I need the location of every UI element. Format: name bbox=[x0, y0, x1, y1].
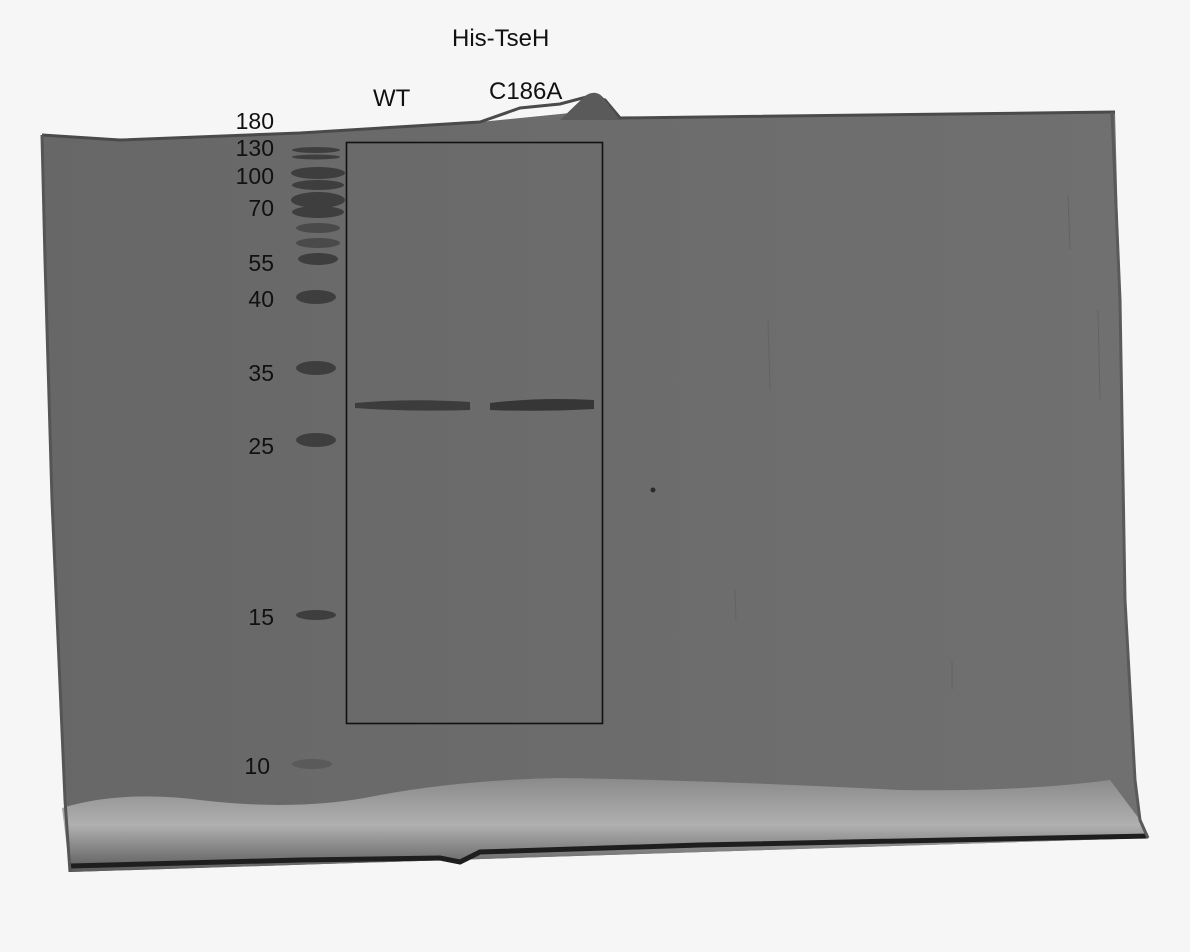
gel-top-edge bbox=[41, 94, 1116, 142]
band-wt bbox=[355, 400, 470, 411]
marker-label-130: 130 bbox=[235, 135, 274, 161]
lane-label-c186a: C186A bbox=[489, 78, 563, 105]
gel-bottom-edge bbox=[69, 833, 1149, 869]
marker-label-15: 15 bbox=[248, 604, 274, 630]
lane-label-wt: WT bbox=[373, 85, 411, 112]
marker-label-70: 70 bbox=[248, 195, 274, 221]
marker-label-40: 40 bbox=[248, 286, 274, 312]
highlight-box bbox=[345, 141, 604, 725]
marker-label-180: 180 bbox=[235, 108, 274, 134]
gel-body bbox=[42, 110, 1148, 872]
gel-speck bbox=[650, 487, 656, 493]
marker-label-55: 55 bbox=[248, 250, 274, 276]
lane-streaks bbox=[734, 194, 1101, 690]
marker-label-35: 35 bbox=[248, 360, 274, 386]
dye-front bbox=[62, 778, 1148, 872]
gel-left-edge bbox=[40, 134, 72, 873]
marker-ladder bbox=[291, 147, 345, 769]
band-c186a bbox=[490, 399, 594, 411]
marker-label-25: 25 bbox=[248, 433, 274, 459]
figure-title: His-TseH bbox=[452, 25, 550, 52]
marker-label-100: 100 bbox=[235, 163, 274, 189]
gel-right-edge bbox=[1110, 111, 1150, 839]
well-bump bbox=[560, 92, 620, 120]
marker-label-10: 10 bbox=[244, 753, 270, 779]
